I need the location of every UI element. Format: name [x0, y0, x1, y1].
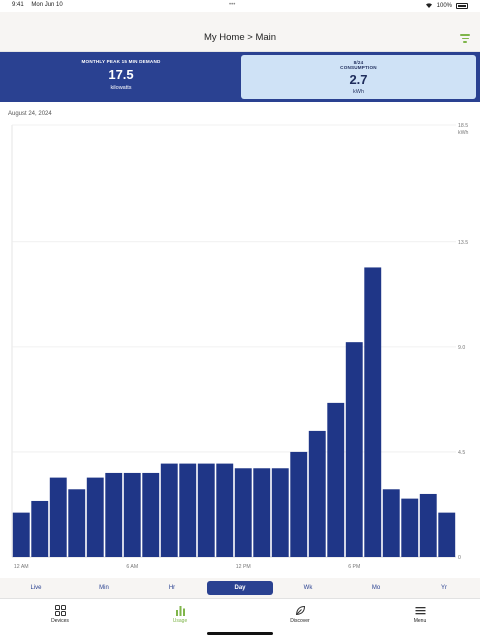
bar[interactable]	[327, 402, 345, 557]
period-tab-yr[interactable]: Yr	[441, 585, 447, 591]
x-tick-label: 12 PM	[236, 564, 251, 570]
bar[interactable]	[345, 342, 363, 557]
consumption-date: 8/24	[353, 60, 364, 65]
bar[interactable]	[31, 500, 49, 557]
discover-icon	[270, 603, 330, 616]
nav-item-devices[interactable]: Devices	[30, 603, 90, 624]
x-tick-label: 6 PM	[348, 564, 360, 570]
peak-demand-unit: kilowatts	[110, 85, 132, 91]
nav-label-usage: Usage	[172, 618, 188, 624]
battery-percent: 100%	[436, 3, 452, 9]
period-tab-day[interactable]: Day	[207, 581, 273, 595]
bar[interactable]	[364, 267, 382, 557]
period-selector: Live Min Hr Day Wk Mo Yr	[0, 578, 480, 598]
period-tab-live[interactable]: Live	[30, 585, 42, 591]
peak-demand-value: 17.5	[108, 67, 134, 82]
x-tick-label: 6 AM	[126, 564, 138, 570]
y-tick-label: 4.5	[458, 450, 465, 456]
period-tab-mo[interactable]: Mo	[371, 585, 381, 591]
bar[interactable]	[179, 463, 197, 557]
bar[interactable]	[308, 430, 326, 557]
nav-item-usage[interactable]: Usage	[150, 603, 210, 624]
y-unit-label: kWh	[458, 130, 468, 136]
status-left: 9:41 Mon Jun 10	[12, 2, 69, 8]
bar[interactable]	[438, 512, 456, 557]
status-bar: 9:41 Mon Jun 10 ••• 100%	[0, 0, 480, 12]
bar[interactable]	[160, 463, 178, 557]
menu-icon	[390, 603, 450, 615]
chart-date-label: August 24, 2024	[8, 111, 52, 117]
bar[interactable]	[12, 512, 30, 557]
battery-icon	[456, 3, 468, 9]
nav-label-discover: Discover	[290, 618, 310, 624]
wifi-icon	[425, 2, 433, 10]
bar[interactable]	[419, 493, 437, 557]
consumption-unit: kWh	[353, 89, 364, 95]
usage-icon	[150, 603, 210, 616]
consumption-card[interactable]: 8/24 CONSUMPTION 2.7 kWh	[241, 55, 476, 99]
bar[interactable]	[290, 451, 308, 557]
status-date: Mon Jun 10	[31, 2, 63, 8]
bar[interactable]	[382, 489, 400, 557]
y-tick-label: 13.5	[458, 240, 468, 246]
bar[interactable]	[271, 468, 289, 557]
bar[interactable]	[68, 489, 86, 557]
bar[interactable]	[234, 468, 252, 557]
y-tick-label: 0	[458, 555, 461, 561]
devices-icon	[30, 603, 90, 616]
filter-icon[interactable]	[460, 34, 470, 44]
status-time: 9:41	[12, 2, 24, 8]
summary-banner: MONTHLY PEAK 15 MIN DEMAND 17.5 kilowatt…	[0, 52, 480, 102]
bar[interactable]	[216, 463, 234, 557]
status-right: 100%	[425, 2, 468, 10]
bar[interactable]	[197, 463, 215, 557]
bar[interactable]	[86, 477, 104, 557]
nav-item-menu[interactable]: Menu	[390, 603, 450, 624]
x-tick-label: 12 AM	[14, 564, 29, 570]
consumption-label: CONSUMPTION	[340, 65, 377, 70]
period-tab-hr[interactable]: Hr	[168, 585, 176, 591]
y-tick-label: 18.5	[458, 123, 468, 129]
bar[interactable]	[253, 468, 271, 557]
bar[interactable]	[142, 472, 160, 557]
period-tab-min[interactable]: Min	[99, 585, 109, 591]
bar[interactable]	[49, 477, 67, 557]
home-indicator	[207, 632, 273, 635]
peak-demand-label: MONTHLY PEAK 15 MIN DEMAND	[81, 59, 161, 64]
bar[interactable]	[123, 472, 141, 557]
multitask-dots-icon[interactable]: •••	[229, 2, 236, 8]
nav-label-menu: Menu	[413, 618, 427, 624]
period-tab-wk[interactable]: Wk	[303, 585, 313, 591]
peak-demand-card[interactable]: MONTHLY PEAK 15 MIN DEMAND 17.5 kilowatt…	[6, 56, 236, 98]
page-title: My Home > Main	[203, 32, 277, 43]
y-tick-label: 9.0	[458, 345, 465, 351]
bar[interactable]	[105, 472, 123, 557]
consumption-value: 2.7	[349, 72, 368, 87]
nav-label-devices: Devices	[51, 618, 69, 624]
app-header: My Home > Main	[0, 12, 480, 52]
nav-item-discover[interactable]: Discover	[270, 603, 330, 624]
bar[interactable]	[401, 498, 419, 557]
